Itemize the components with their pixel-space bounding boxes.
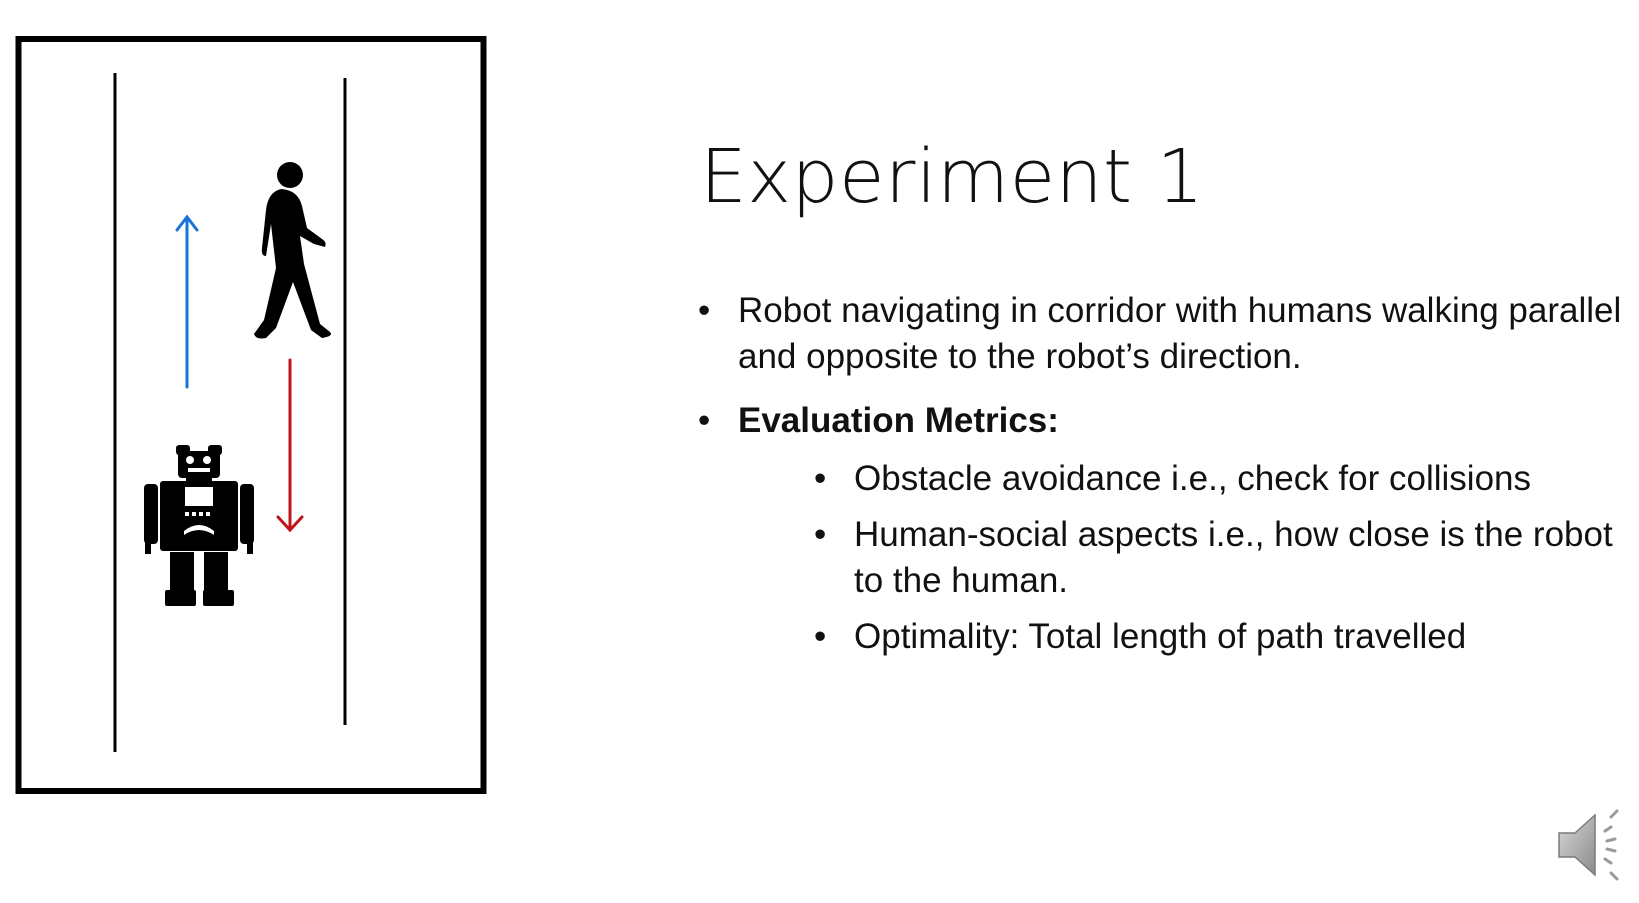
bullet-glyph: • <box>698 291 711 330</box>
bullet-glyph: • <box>814 617 827 656</box>
bullet-list: • Robot navigating in corridor with huma… <box>698 288 1628 660</box>
sub-bullet-item: • Human-social aspects i.e., how close i… <box>814 512 1628 604</box>
down-arrow-icon <box>276 358 304 533</box>
sub-bullet-text: Optimality: Total length of path travell… <box>854 617 1467 656</box>
bullet-glyph: • <box>698 401 711 440</box>
sub-bullet-text: Obstacle avoidance i.e., check for colli… <box>854 459 1531 498</box>
up-arrow-icon <box>175 214 199 389</box>
sub-bullet-item: • Optimality: Total length of path trave… <box>814 614 1628 660</box>
robot-icon <box>144 445 254 606</box>
diagram-frame <box>15 36 487 794</box>
bullet-text: Evaluation Metrics: <box>738 401 1059 440</box>
speaker-icon[interactable] <box>1555 805 1635 885</box>
sub-bullet-list: • Obstacle avoidance i.e., check for col… <box>738 456 1628 660</box>
bullet-item: • Evaluation Metrics: • Obstacle avoidan… <box>698 398 1628 660</box>
slide-title: Experiment 1 <box>700 134 1205 220</box>
walking-human-icon <box>254 162 331 339</box>
sub-bullet-text: Human-social aspects i.e., how close is … <box>854 515 1613 600</box>
sub-bullet-item: • Obstacle avoidance i.e., check for col… <box>814 456 1628 502</box>
bullet-glyph: • <box>814 459 827 498</box>
bullet-text: Robot navigating in corridor with humans… <box>738 291 1622 376</box>
bullet-glyph: • <box>814 515 827 554</box>
bullet-item: • Robot navigating in corridor with huma… <box>698 288 1628 380</box>
corridor-diagram <box>15 36 487 794</box>
